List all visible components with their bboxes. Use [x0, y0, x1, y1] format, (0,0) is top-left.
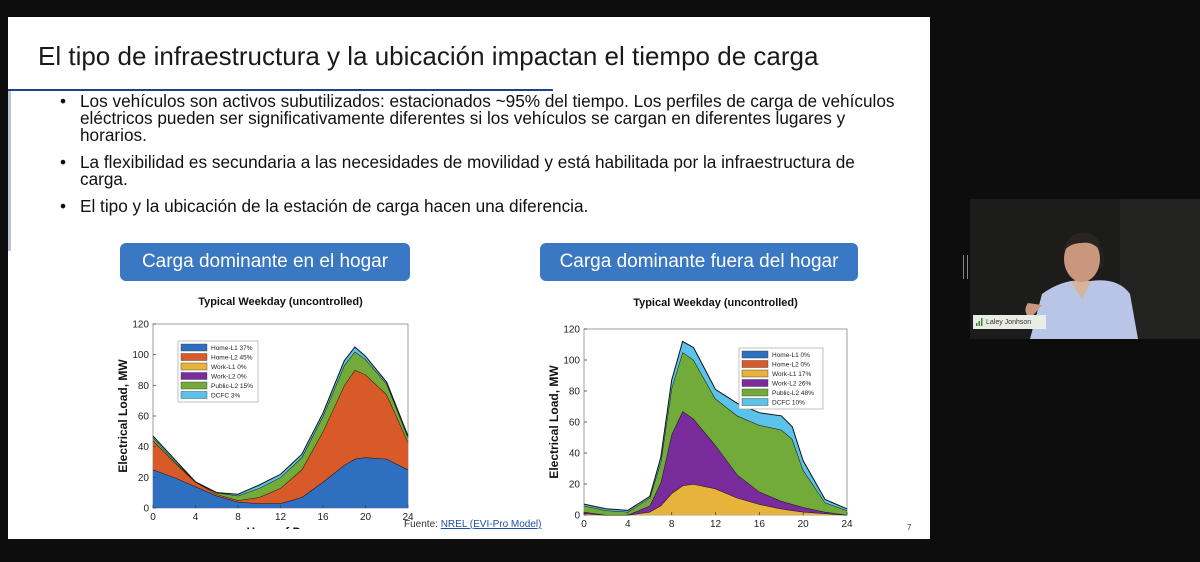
series-outline	[583, 410, 848, 516]
x-tick-label: 24	[402, 512, 414, 523]
panel-resize-handle[interactable]	[963, 255, 968, 279]
legend-label: Home-L2 45%	[211, 355, 253, 362]
legend-swatch	[741, 398, 769, 406]
page-number: 7	[907, 523, 912, 532]
legend-swatch	[741, 369, 769, 378]
legend-swatch	[180, 343, 208, 352]
bullet-list: • Los vehículos son activos subutilizados…	[60, 91, 900, 225]
area-series	[584, 411, 847, 515]
y-tick-label: 60	[138, 412, 150, 423]
source-prefix: Fuente:	[404, 519, 438, 530]
y-axis-label: Electrical Load, MW	[116, 359, 130, 473]
x-tick-label: 16	[317, 512, 329, 523]
series-outline	[152, 346, 409, 495]
x-tick-label: 16	[754, 519, 766, 530]
legend-swatch	[741, 350, 769, 359]
y-tick-label: 0	[574, 511, 580, 522]
legend-label: Work-L1 17%	[772, 371, 811, 378]
x-tick-label: 12	[275, 512, 287, 523]
chart-title: Typical Weekday (uncontrolled)	[633, 297, 798, 309]
legend-swatch	[180, 353, 208, 361]
legend-label: DCFC 3%	[211, 393, 240, 400]
slide-title: El tipo de infraestructura y la ubicació…	[38, 41, 819, 71]
x-tick-label: 8	[669, 519, 675, 530]
x-tick-label: 0	[150, 512, 156, 523]
series-outline	[583, 340, 848, 511]
presentation-slide: El tipo de infraestructura y la ubicació…	[8, 17, 930, 539]
legend-label: Public-L2 15%	[211, 383, 253, 390]
away-charging-label: Carga dominante fuera del hogar	[540, 243, 858, 281]
x-tick-label: 4	[193, 512, 199, 523]
x-tick-label: 24	[841, 519, 853, 530]
area-series	[153, 457, 408, 508]
x-tick-label: 20	[360, 512, 372, 523]
y-tick-label: 20	[138, 473, 150, 484]
y-tick-label: 60	[569, 418, 581, 429]
y-tick-label: 80	[138, 381, 150, 392]
legend-label: Home-L2 0%	[772, 362, 810, 369]
y-tick-label: 0	[143, 504, 149, 515]
x-tick-label: 4	[625, 519, 631, 530]
bullet-item: • El tipo y la ubicación de la estación d…	[60, 196, 589, 216]
area-series	[584, 341, 847, 512]
y-tick-label: 80	[569, 387, 581, 398]
legend-label: Public-L2 48%	[772, 390, 814, 397]
legend-label: Home-L1 0%	[772, 352, 810, 359]
area-series	[584, 484, 847, 515]
legend-swatch	[741, 388, 769, 397]
x-axis-label: Hour of Day	[246, 525, 314, 529]
x-tick-label: 8	[235, 512, 241, 523]
x-tick-label: 20	[798, 519, 810, 530]
y-tick-label: 40	[138, 442, 150, 453]
source-link[interactable]: NREL (EVI-Pro Model)	[440, 519, 542, 530]
bullet-item: • La flexibilidad es secundaria a las nec…	[60, 152, 855, 189]
bullet-side-rule	[8, 91, 11, 251]
bullet-item: • Los vehículos son activos subutilizados…	[60, 91, 895, 145]
area-series	[584, 352, 847, 515]
legend-swatch	[180, 391, 208, 399]
chart-title: Typical Weekday (uncontrolled)	[198, 296, 363, 308]
participant-video-tile[interactable]: Laley Jonhson	[970, 199, 1200, 339]
legend-label: Work-L1 0%	[211, 364, 247, 371]
y-tick-label: 120	[563, 325, 580, 336]
y-tick-label: 120	[132, 320, 149, 331]
legend-swatch	[741, 360, 769, 368]
bullet-text: La flexibilidad es secundaria a las nece…	[80, 152, 855, 189]
x-tick-label: 0	[581, 519, 587, 530]
y-tick-label: 40	[569, 449, 581, 460]
legend-label: Work-L2 26%	[772, 381, 811, 388]
home-charging-chart: Typical Weekday (uncontrolled) 0 4 8 12 16 20 2…	[116, 296, 414, 529]
legend-swatch	[741, 379, 769, 387]
y-axis-label: Electrical Load, MW	[547, 365, 561, 479]
title-underline	[8, 89, 553, 91]
bullet-text: Los vehículos son activos subutilizados:…	[80, 91, 895, 145]
away-charging-chart: Typical Weekday (uncontrolled) 0 4 8 12 16 20 2…	[547, 297, 853, 534]
participant-name: Laley Jonhson	[986, 318, 1032, 326]
legend-label: Work-L2 0%	[211, 374, 247, 381]
area-series	[153, 370, 408, 504]
x-axis-label: Hour of Day	[681, 532, 749, 534]
y-tick-label: 100	[563, 356, 580, 367]
legend-swatch	[180, 372, 208, 380]
source-citation: Fuente: NREL (EVI-Pro Model)	[404, 519, 541, 530]
legend-label: Home-L1 37%	[211, 345, 253, 352]
participant-name-tag: Laley Jonhson	[973, 315, 1046, 329]
y-tick-label: 20	[569, 480, 581, 491]
home-charging-label: Carga dominante en el hogar	[120, 243, 410, 281]
legend-swatch	[180, 381, 208, 390]
x-tick-label: 12	[710, 519, 722, 530]
legend-label: DCFC 10%	[772, 400, 805, 407]
bullet-text: El tipo y la ubicación de la estación de…	[80, 196, 589, 216]
y-tick-label: 100	[132, 350, 149, 361]
legend-swatch	[180, 362, 208, 371]
signal-strength-icon	[976, 318, 983, 326]
